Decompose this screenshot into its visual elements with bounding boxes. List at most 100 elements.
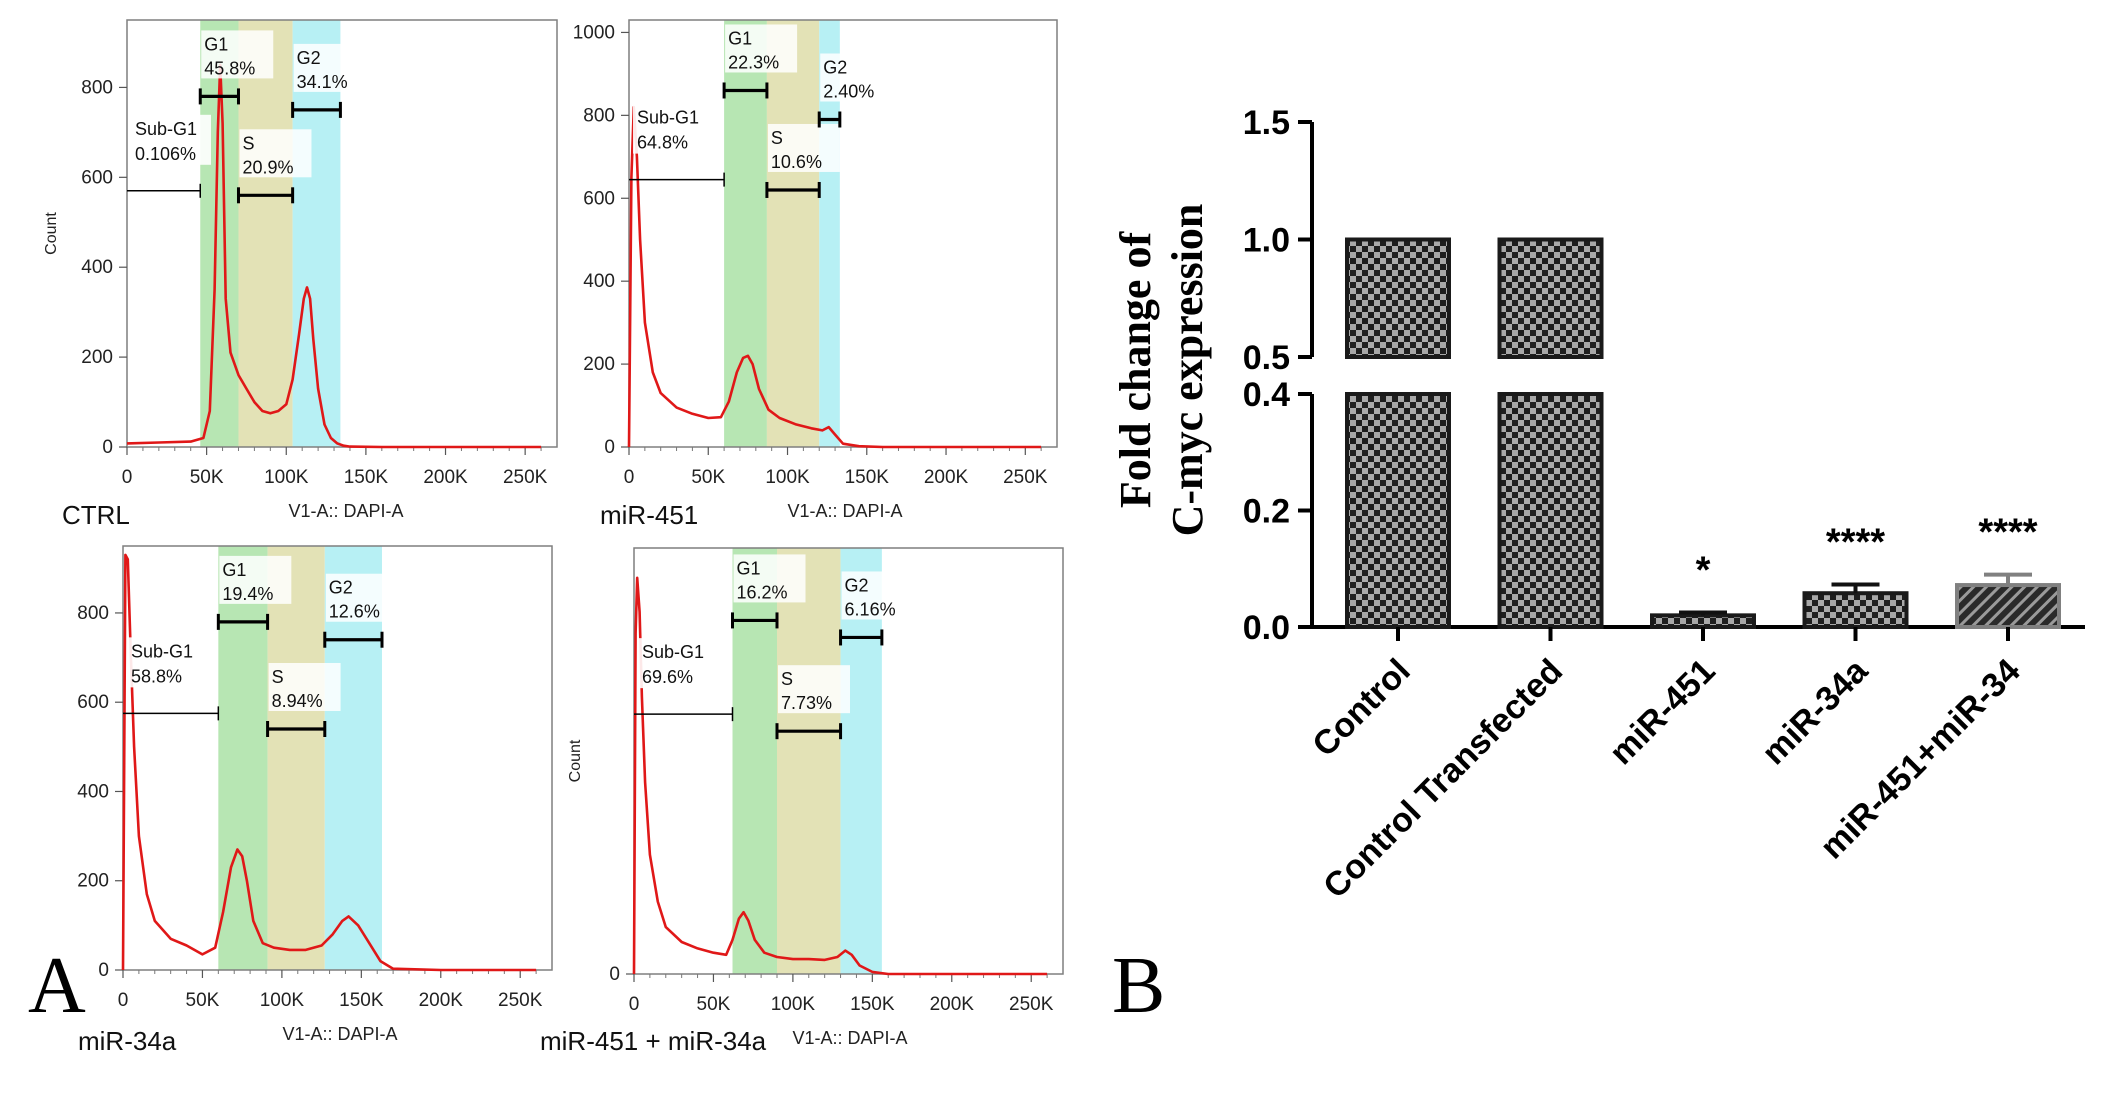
histogram-curve (627, 105, 1042, 449)
gate-band (724, 20, 767, 447)
gate-value: 10.6% (771, 152, 822, 172)
gate-value: 64.8% (637, 133, 688, 153)
gate-label-bg (131, 114, 211, 165)
gate-value: 22.3% (728, 52, 779, 72)
y-tick-label: 600 (81, 167, 113, 188)
x-tick-label: 250K (1009, 994, 1054, 1015)
gate-value: 6.16% (845, 599, 896, 619)
gate-name: S (242, 133, 254, 153)
gate-value: 34.1% (297, 72, 348, 92)
significance-marker: * (1696, 549, 1711, 591)
gate-label-bg (268, 662, 341, 711)
x-tick-label: 0 (122, 467, 133, 488)
gate-label-bg (325, 573, 398, 622)
y-tick-label: 0 (102, 437, 113, 458)
gate-value: 12.6% (329, 602, 380, 622)
gate-value: 20.9% (242, 157, 293, 177)
gate-name: G1 (222, 560, 246, 580)
x-tick-label: 0 (624, 467, 635, 488)
gate-s: S 20.9% (236, 129, 312, 204)
y-axis-label-line: C-myc expression (1163, 204, 1212, 537)
gate-sub-g1: Sub-G1 0.106% (127, 114, 211, 198)
y-tick-label: 600 (583, 188, 615, 209)
x-axis-label: V1-A:: DAPI-A (792, 1028, 907, 1048)
x-tick-label: 100K (264, 467, 309, 488)
panel-b-letter: B (1112, 942, 1165, 1030)
y-tick-label: 0 (609, 964, 620, 985)
gate-value: 8.94% (272, 691, 323, 711)
gate-name: Sub-G1 (642, 642, 704, 662)
x-tick-label: 200K (419, 990, 464, 1011)
gate-name: S (272, 667, 284, 687)
gate-band (267, 546, 325, 970)
histogram-curve (632, 576, 1048, 976)
gate-name: S (771, 128, 783, 148)
x-tick-label: 150K (339, 990, 384, 1011)
y-tick-label: 800 (77, 603, 109, 624)
y-tick-label: 1.0 (1243, 222, 1290, 260)
y-tick-label: 400 (583, 271, 615, 292)
gate-label-bg (633, 103, 713, 154)
bar-rect (1650, 613, 1756, 629)
x-axis-label: V1-A:: DAPI-A (288, 501, 403, 521)
x-tick-label: 250K (498, 990, 543, 1011)
gate-name: S (781, 669, 793, 689)
gate-name: G2 (845, 575, 869, 595)
y-axis-label: Count (567, 739, 584, 782)
gate-name: G2 (297, 48, 321, 68)
gate-value: 7.73% (781, 693, 832, 713)
gate-name: G1 (728, 28, 752, 48)
bar-rect (1802, 591, 1909, 630)
x-tick-label: 100K (765, 467, 810, 488)
y-tick-label: 200 (77, 871, 109, 892)
gate-label-bg (841, 571, 914, 620)
x-axis-label: V1-A:: DAPI-A (282, 1024, 397, 1044)
category-label: miR-34a (1755, 651, 1876, 772)
gate-s: S 8.94% (266, 662, 341, 737)
y-tick-label: 0 (604, 437, 615, 458)
significance-marker: **** (1826, 521, 1885, 563)
bar-mir-34a: **** (1802, 521, 1909, 630)
gate-sub-g1: Sub-G1 69.6% (634, 638, 734, 722)
gate-band (218, 546, 268, 970)
gate-label-bg (725, 24, 798, 73)
gate-band (238, 20, 293, 447)
histogram-mir-34a: 0 50K 100K 150K 200K 250K 0 200 400 600 800 Sub-G1 5… (77, 545, 553, 1056)
significance-marker: **** (1978, 512, 2037, 554)
y-tick-label: 0.0 (1243, 609, 1290, 647)
x-tick-label: 200K (930, 994, 975, 1015)
gate-label-bg (239, 129, 312, 178)
panel-a: 0 50K 100K 150K 200K 250K0200400600800Sub-G10… (28, 19, 1064, 1056)
gate-sub-g1: Sub-G1 58.8% (123, 637, 220, 721)
gate-band (766, 20, 820, 447)
histogram-mir-451: 0 50K 100K 150K 200K 250K 0 200 400 600 800 1000 Sub… (573, 19, 1058, 530)
y-tick-label: 0.2 (1243, 493, 1290, 531)
x-tick-label: 150K (850, 994, 895, 1015)
gate-label-bg (293, 43, 366, 92)
gate-g1: G1 16.2% (731, 554, 806, 629)
gate-name: Sub-G1 (135, 119, 197, 139)
bar-segment-upper (1497, 237, 1604, 359)
histogram-curve (121, 553, 537, 972)
gate-name: Sub-G1 (637, 108, 699, 128)
gate-g2: G2 6.16% (839, 571, 914, 646)
category-label: miR-451 (1602, 652, 1722, 772)
gate-g2: G2 34.1% (291, 43, 366, 118)
gate-label-bg (767, 123, 840, 172)
gate-g1: G1 45.8% (198, 30, 274, 105)
gate-value: 19.4% (222, 584, 273, 604)
y-axis-label-line: Fold change of (1111, 231, 1160, 509)
panel-a-letter: A (28, 942, 86, 1030)
gate-band (777, 548, 841, 974)
histogram-mir-451-mir-34a: 0 50K 100K 150K 200K 250K 0 Sub-G1 69.6% G1 16.2% S… (540, 547, 1064, 1056)
gate-label-bg (201, 30, 274, 79)
sample-label: miR-34a (78, 1026, 177, 1056)
x-tick-label: 150K (845, 467, 890, 488)
gate-value: 0.106% (135, 144, 196, 164)
plot-frame (628, 19, 1058, 448)
bar-mir-451-mir-34: **** (1955, 512, 2061, 629)
y-tick-label: 400 (81, 257, 113, 278)
gate-value: 58.8% (131, 666, 182, 686)
y-tick-label: 400 (77, 781, 109, 802)
x-tick-label: 0 (118, 990, 129, 1011)
